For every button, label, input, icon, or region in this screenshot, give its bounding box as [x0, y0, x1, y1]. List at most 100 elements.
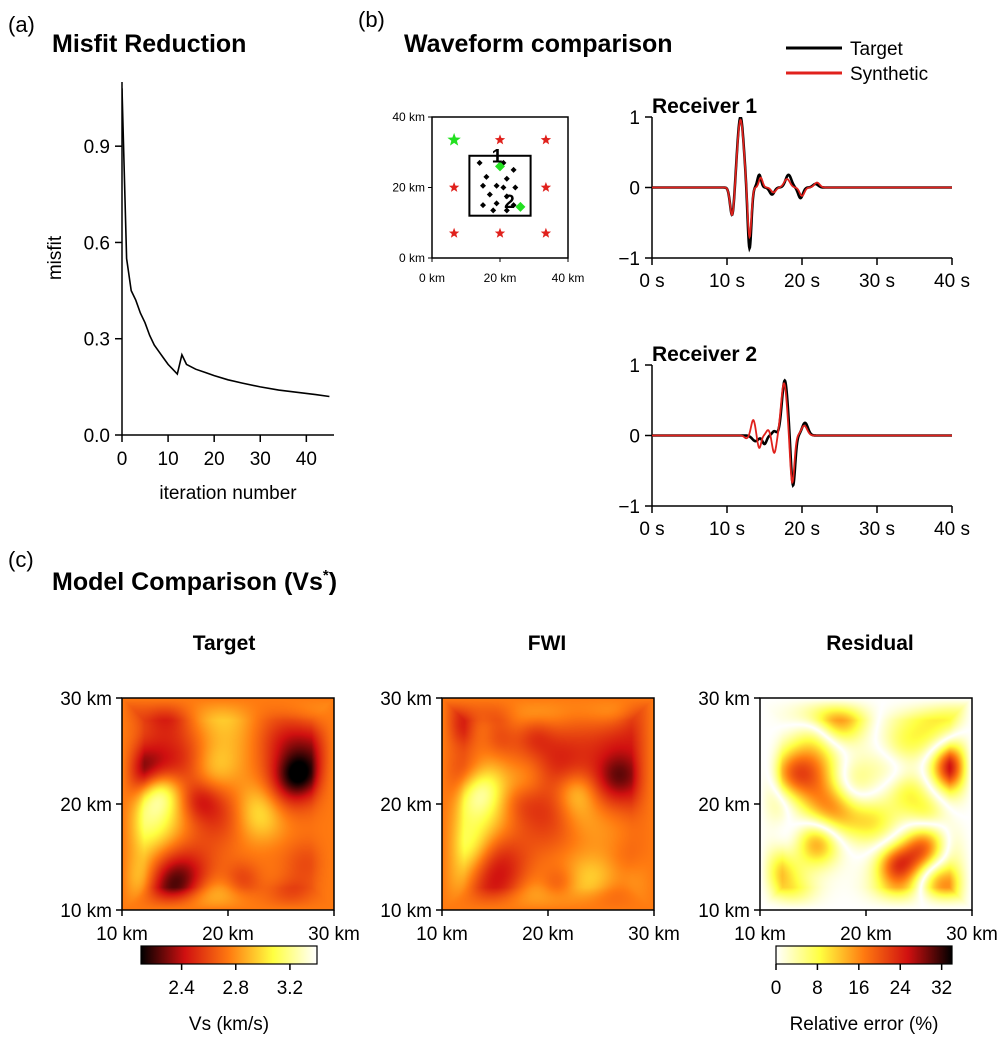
receiver-diamond — [495, 161, 505, 172]
receiver-2-plot: Receiver 2 0 s 10 s 20 s 30 s 40 s −1 0 1 — [618, 343, 970, 540]
map-x-tick-label: 20 km — [484, 271, 517, 285]
waveform-x-tick-label: 0 s — [639, 271, 664, 292]
source-star — [448, 182, 460, 192]
source-star — [494, 227, 506, 238]
map-target-image — [122, 698, 334, 910]
misfit-x-tick-label: 30 — [250, 449, 271, 470]
colorbar-tick-label: 24 — [890, 978, 912, 999]
station-diamond — [500, 184, 507, 191]
misfit-y-tick-label: 0.9 — [84, 137, 110, 158]
receiver-1-axes: 0 s 10 s 20 s 30 s 40 s −1 0 1 — [618, 108, 970, 292]
station-diamond — [480, 202, 486, 209]
colorbar-error-label: Relative error (%) — [790, 1014, 939, 1035]
station-diamond — [486, 191, 493, 198]
source-star — [494, 134, 506, 145]
station-diamond — [476, 159, 483, 166]
source-star — [540, 182, 552, 192]
source-star — [448, 227, 460, 238]
receiver-diamond — [515, 201, 526, 212]
map-fwi-image — [442, 698, 654, 910]
colorbar-vs-label: Vs (km/s) — [189, 1014, 269, 1035]
panel-a: (a) Misfit Reduction 0 10 20 30 40 0.0 0.3 0.6… — [8, 12, 334, 504]
station-diamond — [493, 182, 500, 189]
map-y-tick-label: 0 km — [399, 251, 425, 265]
map-fwi-title: FWI — [528, 632, 566, 655]
receiver-1-title: Receiver 1 — [652, 95, 757, 118]
map-x-tick-label: 30 km — [946, 924, 998, 945]
station-map-ticks: 0 km 0 km 20 km 20 km 40 km 40 km — [392, 110, 584, 285]
map-y-tick-label: 20 km — [60, 795, 112, 816]
colorbar-tick-label: 2.4 — [168, 978, 195, 999]
misfit-y-tick-label: 0.0 — [84, 426, 110, 447]
station-diamond — [503, 193, 510, 200]
receiver-1-traces — [652, 117, 952, 253]
inversion-box — [468, 154, 532, 217]
panel-c-title: Model Comparison (Vs*) — [52, 567, 337, 596]
receiver-2-traces — [652, 378, 952, 489]
receiver-number: 1 — [492, 146, 503, 167]
map-y-tick-label: 20 km — [698, 795, 750, 816]
legend-synthetic-label: Synthetic — [850, 64, 928, 85]
waveform-x-tick-label: 20 s — [784, 271, 820, 292]
misfit-x-tick-label: 40 — [296, 449, 317, 470]
station-diamond — [483, 173, 490, 180]
map-x-tick-label: 20 km — [202, 924, 254, 945]
station-diamond — [512, 184, 519, 191]
map-y-tick-label: 30 km — [60, 689, 112, 710]
colorbar-error: 0 8 16 24 32 Relative error (%) — [771, 945, 953, 1035]
waveform-x-tick-label: 30 s — [859, 519, 895, 540]
waveform-y-tick-label: 0 — [629, 427, 640, 448]
panel-b-title: Waveform comparison — [404, 30, 673, 58]
colorbar-error-ticks: 0 8 16 24 32 — [771, 964, 952, 999]
map-y-tick-label: 30 km — [698, 689, 750, 710]
source-star — [540, 227, 552, 238]
map-x-tick-label: 40 km — [552, 271, 585, 285]
station-diamond — [503, 207, 510, 214]
waveform-trace-target — [652, 378, 952, 489]
misfit-line — [122, 88, 330, 398]
active-source-star — [447, 132, 461, 146]
misfit-x-ticks: 0 10 20 30 40 — [117, 435, 317, 470]
waveform-y-tick-label: 1 — [629, 356, 640, 377]
map-residual-title: Residual — [826, 632, 914, 655]
colorbar-tick-label: 32 — [931, 978, 952, 999]
waveform-y-tick-label: −1 — [618, 497, 640, 518]
receiver-2-axes: 0 s 10 s 20 s 30 s 40 s −1 0 1 — [618, 356, 970, 540]
misfit-x-label: iteration number — [159, 483, 297, 504]
waveform-y-tick-label: −1 — [618, 249, 640, 270]
station-diamond — [510, 166, 517, 173]
source-star — [540, 134, 552, 145]
receiver-1-plot: Receiver 1 0 s 10 s 20 s 30 s 40 s −1 0 1 — [618, 95, 970, 292]
station-diamond — [503, 175, 510, 182]
map-x-tick-label: 30 km — [628, 924, 680, 945]
map-x-tick-label: 0 km — [419, 271, 445, 285]
panel-b-letter: (b) — [358, 7, 385, 32]
colorbar-vs: 2.4 2.8 3.2 Vs (km/s) — [140, 945, 318, 1035]
colorbar-tick-label: 8 — [812, 978, 823, 999]
panel-c-title-sup: * — [323, 567, 329, 584]
waveform-trace-target — [652, 117, 952, 253]
misfit-y-ticks: 0.0 0.3 0.6 0.9 — [84, 137, 122, 447]
map-x-tick-label: 30 km — [308, 924, 360, 945]
map-residual-image — [760, 698, 972, 910]
waveform-x-tick-label: 40 s — [934, 271, 970, 292]
waveform-x-tick-label: 40 s — [934, 519, 970, 540]
misfit-y-label: misfit — [45, 235, 66, 280]
waveform-y-tick-label: 1 — [629, 108, 640, 129]
colorbar-tick-label: 16 — [848, 978, 869, 999]
waveform-trace-synthetic — [652, 381, 952, 485]
waveform-x-tick-label: 20 s — [784, 519, 820, 540]
colorbar-tick-label: 0 — [771, 978, 782, 999]
map-x-tick-label: 10 km — [96, 924, 148, 945]
colorbar-tick-label: 3.2 — [277, 978, 303, 999]
waveform-trace-synthetic — [652, 118, 952, 240]
waveform-legend: Target Synthetic — [786, 39, 928, 85]
waveform-x-tick-label: 0 s — [639, 519, 664, 540]
map-y-tick-label: 10 km — [60, 901, 112, 922]
misfit-x-tick-label: 10 — [158, 449, 179, 470]
